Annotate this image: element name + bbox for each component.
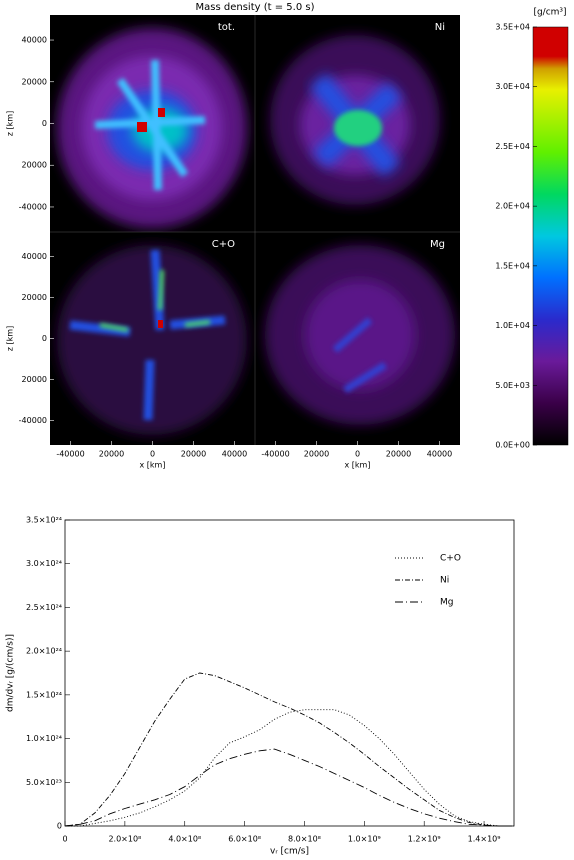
y-tick-label: 0	[42, 334, 47, 343]
y-tick-label: 20000	[22, 161, 47, 170]
panel-label: tot.	[218, 22, 235, 33]
y-tick-label: -40000	[19, 416, 47, 425]
x-axis-label: x [km]	[140, 461, 166, 470]
colorbar-tick-label: 3.5E+04	[495, 23, 530, 32]
colorbar-tick-label: 3.0E+04	[495, 82, 530, 91]
y-tick-label: 3.0×10²⁴	[26, 559, 62, 568]
legend-label: Mg	[440, 598, 453, 608]
x-tick-label: 20000	[386, 450, 411, 459]
x-tick-label: -40000	[261, 450, 289, 459]
x-tick-label: 2.0×10⁸	[108, 835, 141, 844]
x-tick-label: 20000	[304, 450, 329, 459]
legend-label: Ni	[440, 576, 449, 586]
x-tick-label: 8.0×10⁸	[288, 835, 321, 844]
panel-label: Mg	[430, 239, 445, 250]
colorbar-label: [g/cm³]	[533, 8, 566, 18]
x-tick-label: 40000	[427, 450, 452, 459]
x-tick-label: 1.2×10⁹	[408, 835, 441, 844]
y-axis-label: z [km]	[6, 111, 15, 136]
y-tick-label: 20000	[22, 77, 47, 86]
image-mg	[265, 245, 455, 425]
colorbar-tick-label: 0.0E+00	[495, 441, 530, 450]
y-tick-label: 20000	[22, 375, 47, 384]
x-tick-label: 20000	[99, 450, 124, 459]
y-tick-label: 5.0×10²³	[26, 778, 62, 787]
y-tick-label: 20000	[22, 293, 47, 302]
series-line	[64, 672, 514, 827]
x-axis-label: vᵣ [cm/s]	[270, 847, 309, 857]
colorbar-tick-label: 2.0E+04	[495, 202, 530, 211]
y-tick-label: 0	[57, 822, 62, 831]
x-tick-label: 20000	[181, 450, 206, 459]
colorbar-tick-label: 5.0E+03	[495, 381, 530, 390]
y-tick-label: 3.5×10²⁴	[26, 516, 62, 525]
colorbar-tick-label: 1.5E+04	[495, 261, 530, 270]
y-axis-label: dm/dvᵣ [g/(cm/s)]	[6, 634, 16, 712]
y-axis-label: z [km]	[6, 326, 15, 351]
x-tick-label: 4.0×10⁸	[168, 835, 201, 844]
x-tick-label: 1.4×10⁹	[468, 835, 501, 844]
y-tick-label: 1.5×10²⁴	[26, 690, 62, 699]
chart-title: Mass density (t = 5.0 s)	[196, 2, 315, 13]
x-tick-label: 6.0×10⁸	[228, 835, 261, 844]
x-tick-label: 1.0×10⁹	[348, 835, 381, 844]
x-tick-label: -40000	[56, 450, 84, 459]
colorbar-tick-label: 1.0E+04	[495, 321, 530, 330]
y-tick-label: 2.5×10²⁴	[26, 603, 62, 612]
colorbar-tick-label: 2.5E+04	[495, 142, 530, 151]
panel-label: C+O	[212, 239, 235, 250]
panel-label: Ni	[435, 22, 445, 33]
x-tick-label: 0	[150, 450, 155, 459]
x-tick-label: 0	[355, 450, 360, 459]
image-co	[57, 245, 247, 435]
series-line	[64, 748, 514, 827]
x-tick-label: 40000	[222, 450, 247, 459]
y-tick-label: 40000	[22, 252, 47, 261]
series-line	[65, 709, 514, 827]
y-tick-label: 0	[42, 119, 47, 128]
image-tot	[57, 28, 247, 228]
y-tick-label: 2.0×10²⁴	[26, 647, 62, 656]
colorbar	[532, 26, 569, 446]
y-tick-label: 1.0×10²⁴	[26, 734, 62, 743]
y-tick-label: 40000	[22, 36, 47, 45]
image-ni	[270, 35, 440, 205]
y-tick-label: -40000	[19, 202, 47, 211]
legend-label: C+O	[440, 554, 461, 564]
x-axis-label: x [km]	[345, 461, 371, 470]
x-tick-label: 0	[62, 835, 67, 844]
plot-frame	[64, 519, 515, 827]
